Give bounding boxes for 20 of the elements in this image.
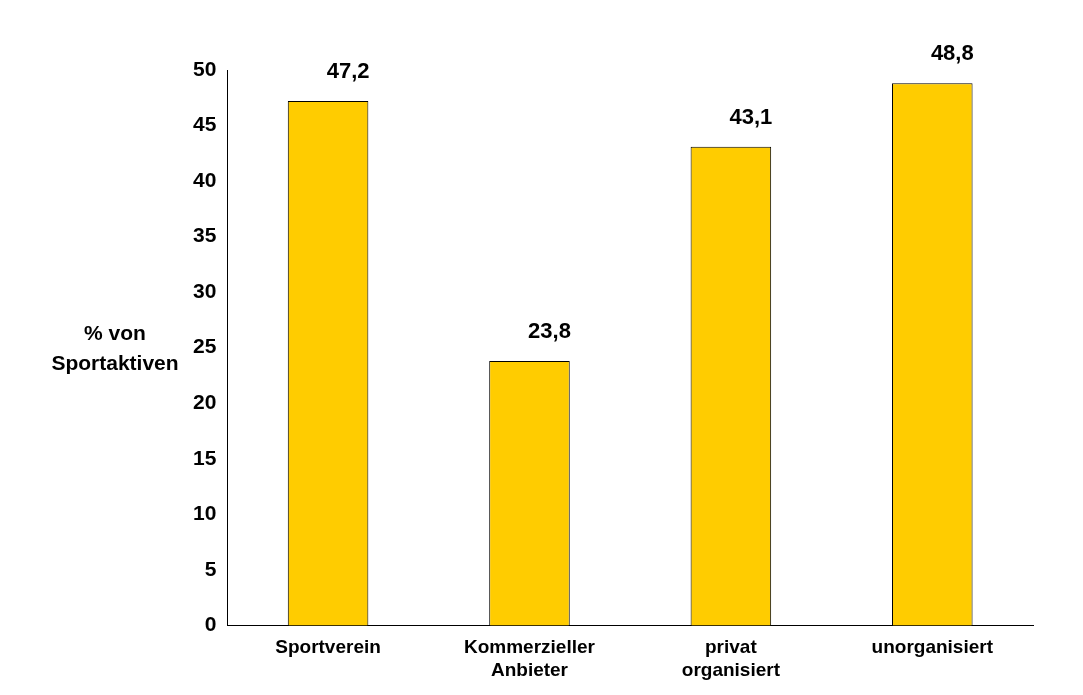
data-label: 48,8 xyxy=(930,40,974,66)
data-label: 47,2 xyxy=(326,58,370,84)
x-tick-label: privat organisiert xyxy=(681,636,781,680)
x-tick-label: Kommerzieller Anbieter xyxy=(464,636,596,680)
y-tick-label: 30 xyxy=(193,278,217,302)
y-tick-label: 35 xyxy=(193,223,217,247)
y-tick-label: 10 xyxy=(193,501,217,525)
y-tick-label: 25 xyxy=(193,334,217,358)
y-tick-label: 50 xyxy=(193,56,217,80)
data-label: 43,1 xyxy=(729,103,773,129)
x-tick-label: Sportverein xyxy=(275,636,381,658)
y-tick-label: 0 xyxy=(204,612,217,636)
y-tick-label: 20 xyxy=(193,390,217,414)
y-tick-label: 40 xyxy=(193,167,217,191)
y-axis-title: % von Sportaktiven xyxy=(50,320,180,376)
y-tick-label: 5 xyxy=(204,556,217,580)
data-label: 23,8 xyxy=(528,318,571,344)
y-tick-label: 15 xyxy=(193,445,217,469)
y-tick-label: 45 xyxy=(193,112,217,136)
x-tick-label: unorganisiert xyxy=(871,636,994,658)
